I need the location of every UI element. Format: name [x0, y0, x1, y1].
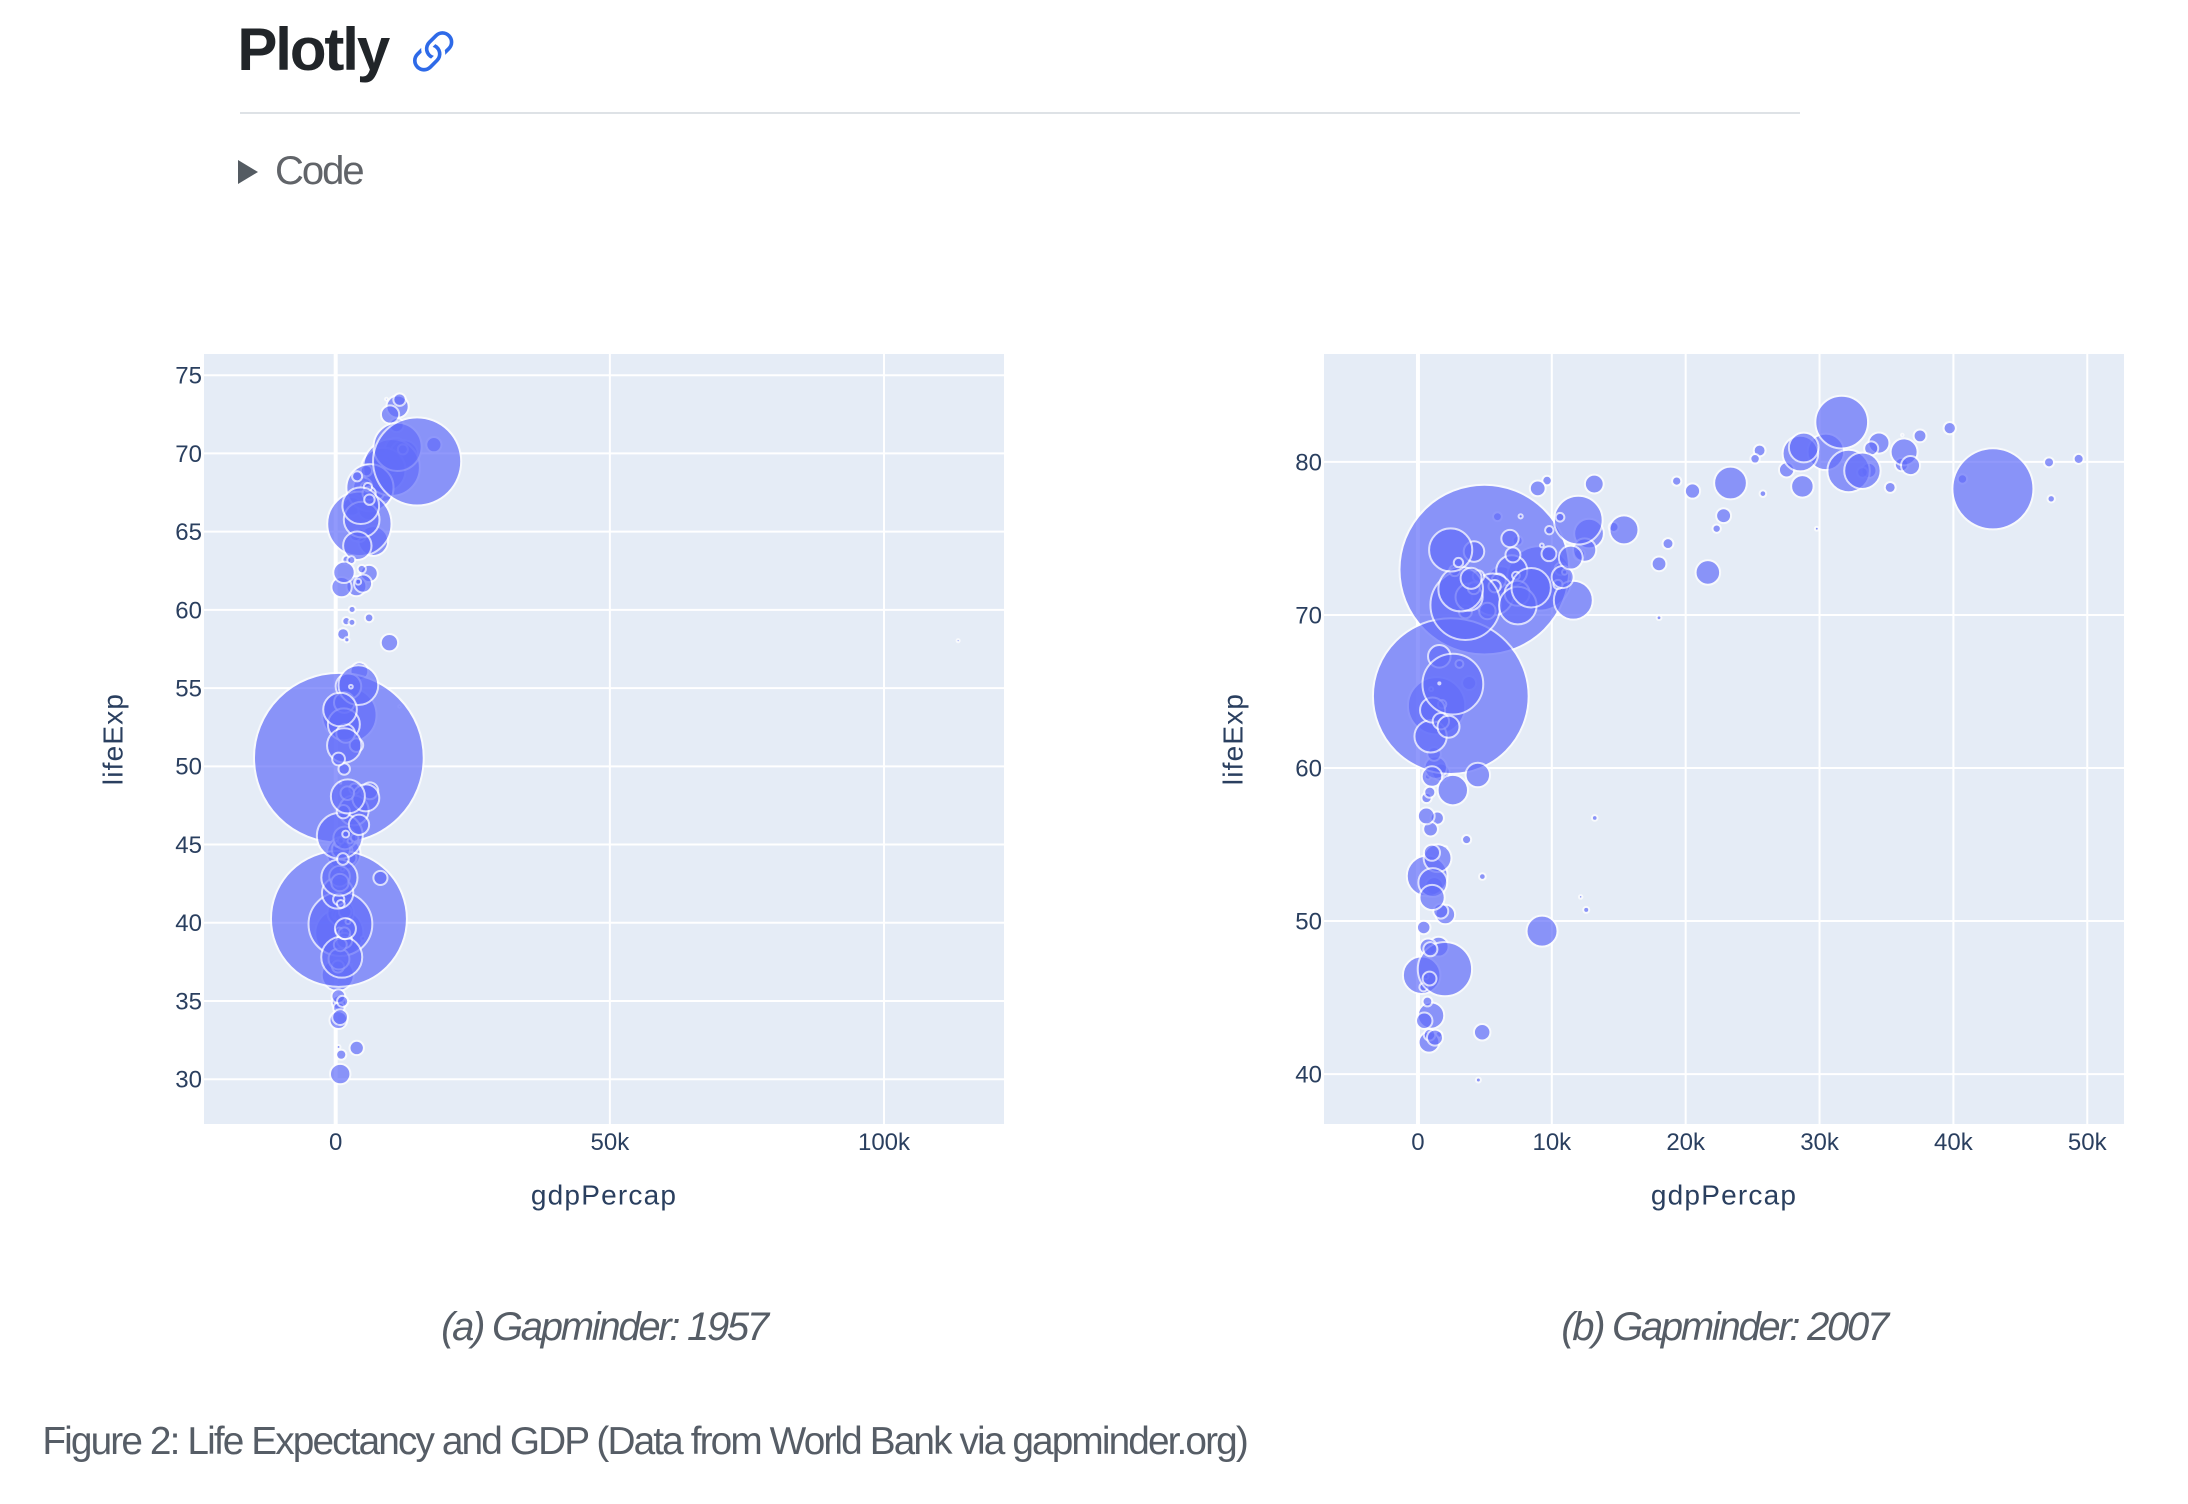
svg-text:80: 80 — [1295, 449, 1322, 476]
svg-text:45: 45 — [175, 832, 202, 859]
svg-text:lifeExp: lifeExp — [97, 693, 128, 785]
svg-text:0: 0 — [1411, 1129, 1424, 1156]
svg-text:70: 70 — [175, 441, 202, 468]
svg-text:35: 35 — [175, 988, 202, 1015]
svg-text:gdpPercap: gdpPercap — [531, 1180, 677, 1211]
svg-text:50: 50 — [1295, 908, 1322, 935]
svg-text:65: 65 — [175, 519, 202, 546]
svg-text:75: 75 — [175, 363, 202, 390]
svg-text:100k: 100k — [858, 1129, 911, 1156]
svg-text:30: 30 — [175, 1067, 202, 1094]
svg-text:40: 40 — [1295, 1062, 1322, 1089]
svg-text:40: 40 — [175, 910, 202, 937]
svg-text:50k: 50k — [2068, 1129, 2108, 1156]
svg-text:50k: 50k — [591, 1129, 631, 1156]
svg-text:0: 0 — [329, 1129, 342, 1156]
svg-text:lifeExp: lifeExp — [1218, 693, 1249, 785]
svg-text:gdpPercap: gdpPercap — [1651, 1180, 1797, 1211]
svg-text:40k: 40k — [1934, 1129, 1974, 1156]
svg-text:20k: 20k — [1666, 1129, 1706, 1156]
svg-text:70: 70 — [1295, 602, 1322, 629]
svg-text:10k: 10k — [1533, 1129, 1573, 1156]
svg-text:30k: 30k — [1800, 1129, 1840, 1156]
svg-text:55: 55 — [175, 676, 202, 703]
svg-text:50: 50 — [175, 754, 202, 781]
svg-text:60: 60 — [1295, 755, 1322, 782]
svg-text:60: 60 — [175, 597, 202, 624]
